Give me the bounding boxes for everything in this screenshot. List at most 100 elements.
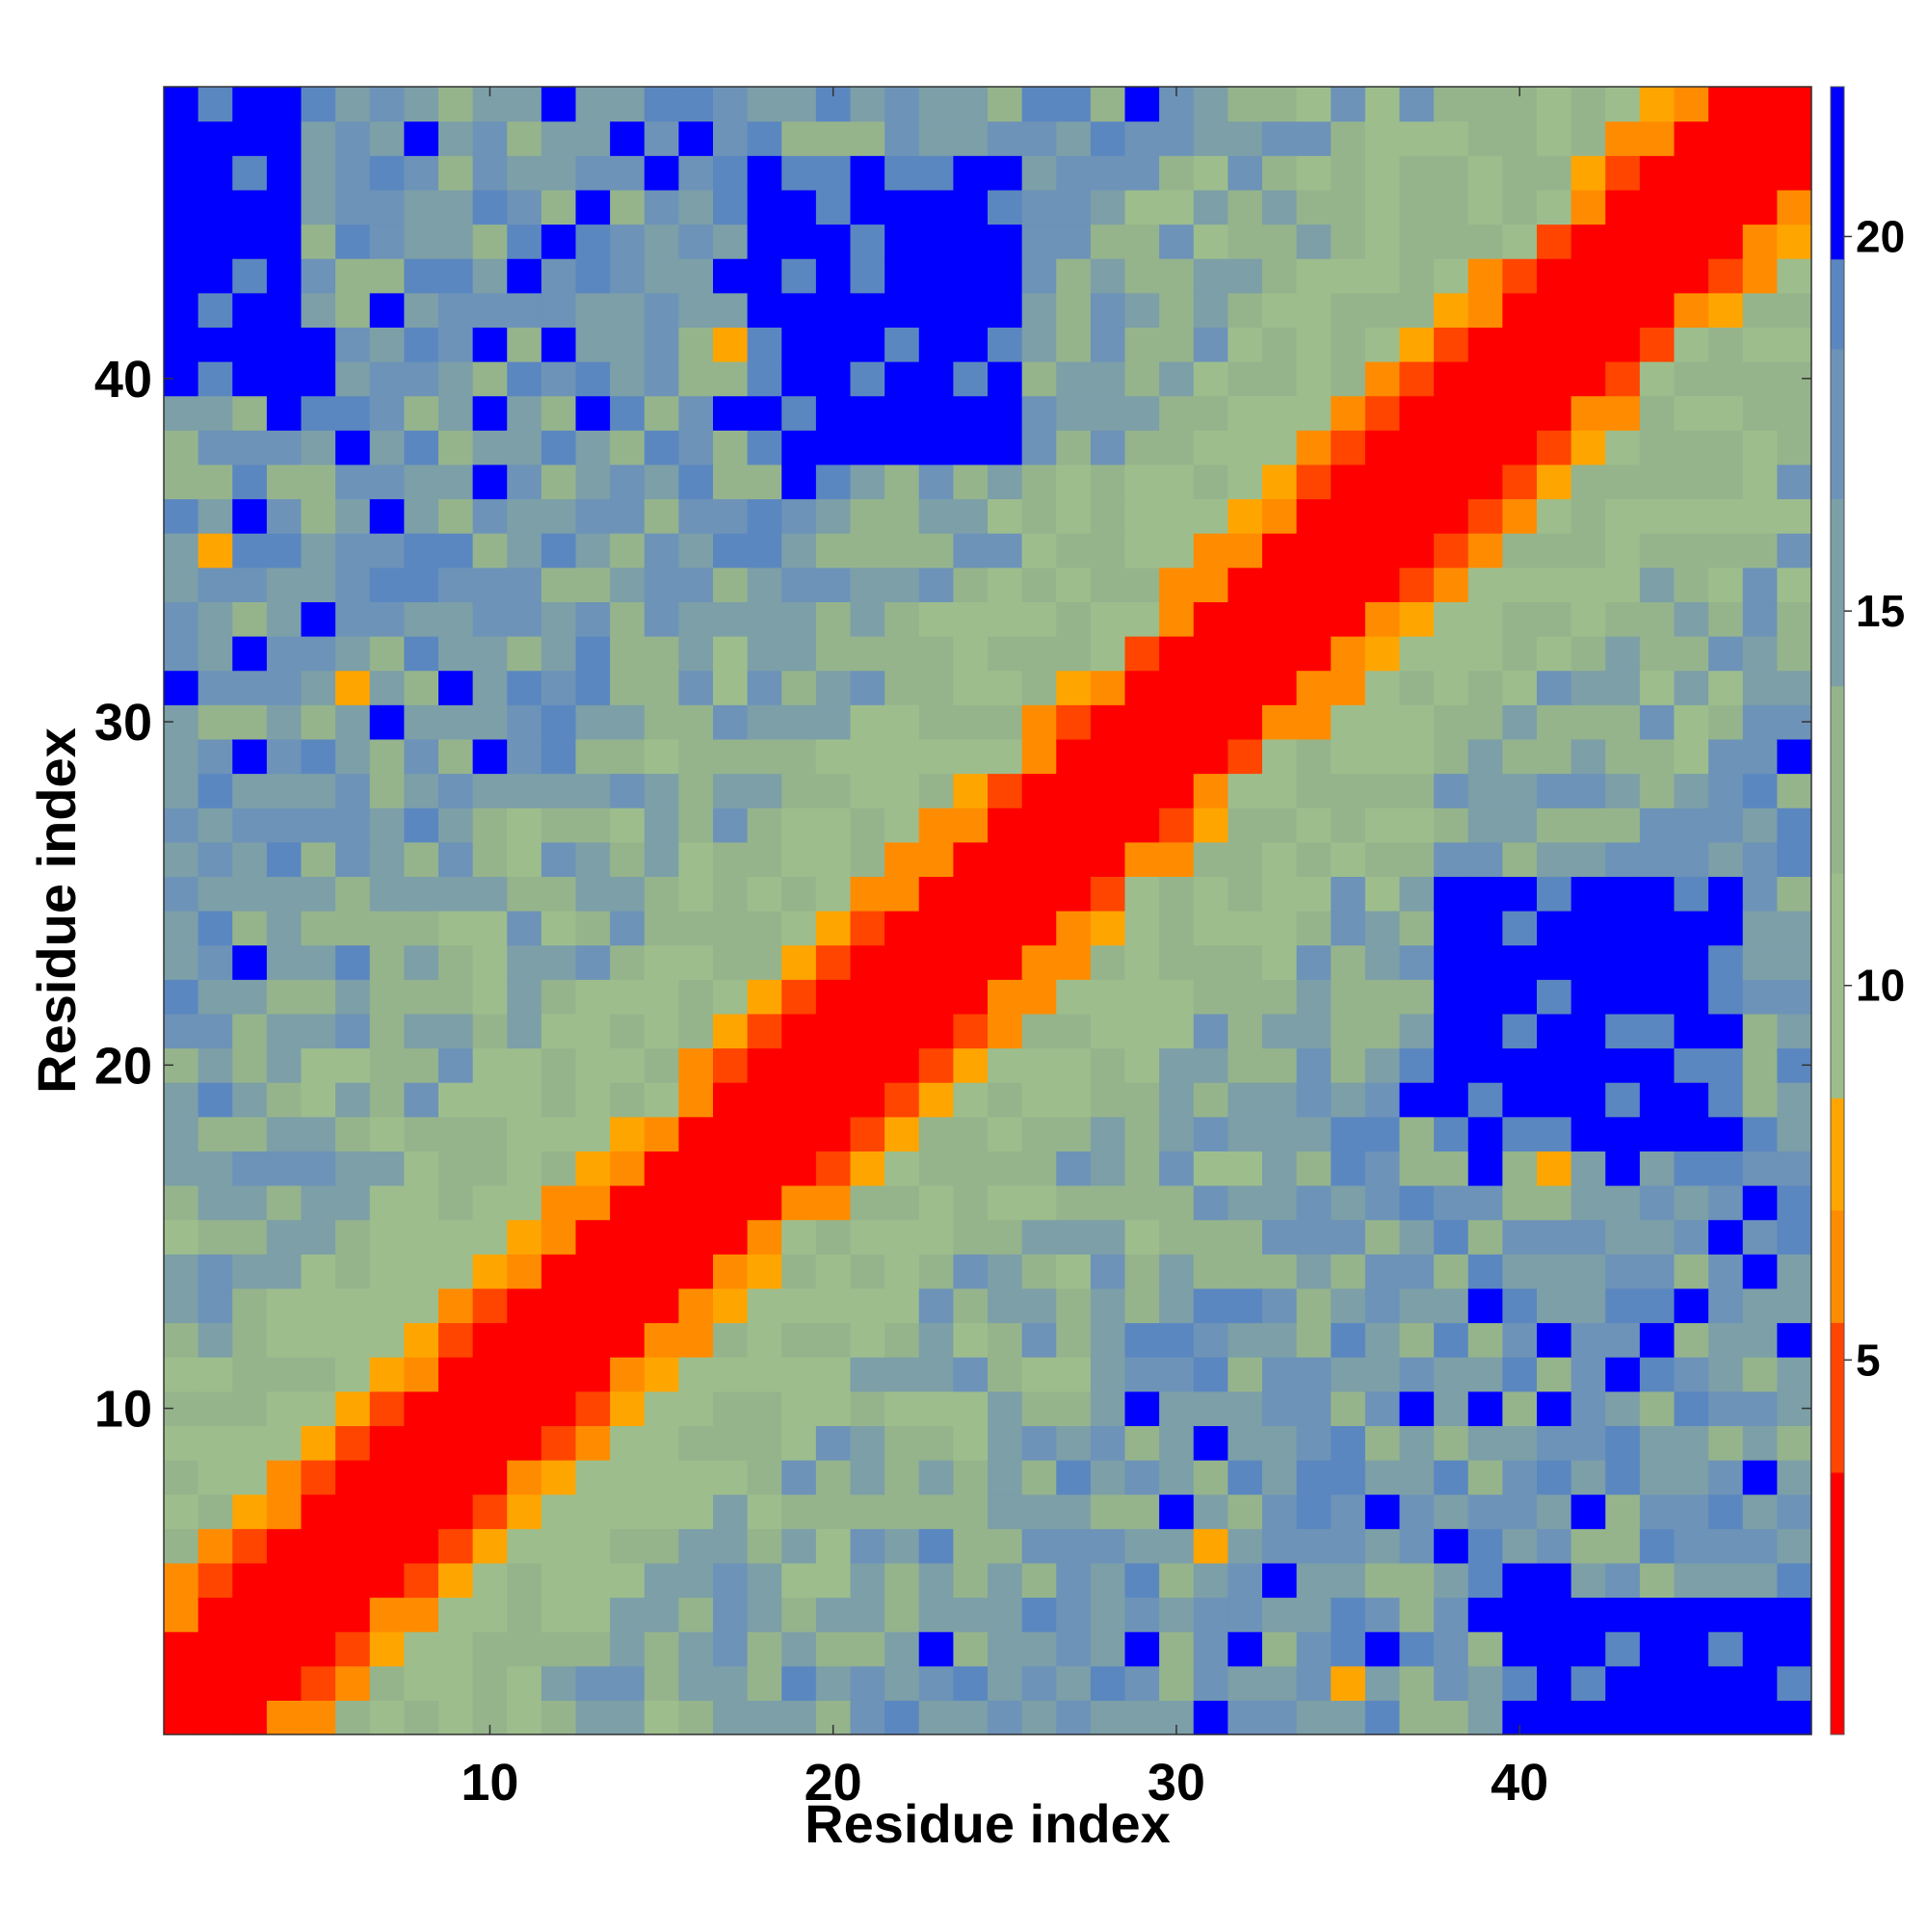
heatmap-cell <box>1227 944 1263 980</box>
heatmap-cell <box>1124 773 1160 808</box>
heatmap-cell <box>438 189 474 225</box>
heatmap-cell <box>369 704 405 740</box>
heatmap-cell <box>1193 1700 1228 1735</box>
heatmap-cell <box>198 189 233 225</box>
heatmap-cell <box>1502 395 1538 431</box>
heatmap-cell <box>884 189 920 225</box>
heatmap-cell <box>1571 1357 1606 1392</box>
heatmap-cell <box>1434 1185 1469 1221</box>
heatmap-cell <box>644 327 679 362</box>
heatmap-cell <box>747 1254 782 1289</box>
heatmap-cell <box>884 704 920 740</box>
heatmap-cell <box>232 911 268 946</box>
heatmap-cell <box>610 1700 646 1735</box>
heatmap-cell <box>1056 636 1092 672</box>
heatmap-cell <box>1708 911 1744 946</box>
heatmap-cell <box>266 636 303 672</box>
heatmap-cell <box>1193 224 1228 259</box>
heatmap-cell <box>988 1390 1023 1426</box>
heatmap-cell <box>301 979 336 1015</box>
heatmap-cell <box>884 327 920 362</box>
heatmap-cell <box>678 1185 714 1221</box>
heatmap-cell <box>747 841 782 877</box>
heatmap-cell <box>1777 1254 1812 1289</box>
heatmap-cell <box>541 911 577 946</box>
heatmap-cell <box>1124 1287 1160 1324</box>
heatmap-cell <box>164 1562 199 1599</box>
heatmap-cell <box>1227 704 1263 740</box>
heatmap-cell <box>610 1116 646 1151</box>
heatmap-cell <box>1605 1082 1641 1118</box>
heatmap-cell <box>1193 155 1228 191</box>
heatmap-cell <box>404 120 439 156</box>
heatmap-cell <box>266 944 303 980</box>
heatmap-cell <box>1708 292 1744 328</box>
heatmap-cell <box>1502 807 1538 843</box>
colorbar-band <box>1831 498 1844 687</box>
heatmap-cell <box>1777 1082 1812 1118</box>
heatmap-cell <box>1227 1254 1263 1289</box>
heatmap-cell <box>1159 1151 1195 1186</box>
heatmap-cell <box>988 1287 1023 1324</box>
heatmap-cell <box>1227 738 1263 775</box>
heatmap-cell <box>1399 876 1435 912</box>
heatmap-cell <box>507 636 542 672</box>
heatmap-cell <box>164 773 199 808</box>
heatmap-cell <box>1537 979 1572 1015</box>
heatmap-cell <box>369 1219 405 1255</box>
heatmap-cell <box>1227 498 1263 534</box>
heatmap-cell <box>781 1390 817 1426</box>
heatmap-cell <box>1056 567 1092 602</box>
heatmap-cell <box>1571 87 1606 122</box>
heatmap-cell <box>988 1528 1023 1564</box>
heatmap-cell <box>472 1151 508 1186</box>
y-axis-label: Residue index <box>26 728 87 1094</box>
heatmap-cell <box>781 1116 817 1151</box>
heatmap-cell <box>918 1494 954 1529</box>
heatmap-cell <box>232 841 268 877</box>
heatmap-cell <box>884 1700 920 1735</box>
heatmap-cell <box>198 944 233 980</box>
heatmap-cell <box>1537 876 1572 912</box>
heatmap-cell <box>1571 1425 1606 1461</box>
heatmap-cell <box>815 533 852 569</box>
heatmap-cell <box>1262 1013 1298 1049</box>
heatmap-cell <box>1159 1597 1195 1632</box>
heatmap-cell <box>1467 224 1503 259</box>
heatmap-cell <box>678 1390 714 1426</box>
heatmap-cell <box>1742 567 1778 602</box>
heatmap-cell <box>988 1425 1023 1461</box>
heatmap-cell <box>1296 704 1332 740</box>
heatmap-cell <box>988 1460 1023 1495</box>
heatmap-cell <box>953 155 989 191</box>
heatmap-cell <box>1090 1390 1126 1426</box>
heatmap-cell <box>541 430 577 465</box>
heatmap-cell <box>1090 1013 1126 1049</box>
heatmap-cell <box>644 1013 679 1049</box>
heatmap-cell <box>610 1254 646 1289</box>
heatmap-cell <box>1399 807 1435 843</box>
heatmap-cell <box>1502 1390 1538 1426</box>
heatmap-cell <box>815 1287 852 1324</box>
heatmap-cell <box>918 395 954 431</box>
heatmap-cell <box>404 327 439 362</box>
heatmap-cell <box>404 1460 439 1495</box>
heatmap-cell <box>472 1460 508 1495</box>
heatmap-cell <box>301 1665 336 1701</box>
heatmap-cell <box>610 1287 646 1324</box>
colorbar-band <box>1831 1098 1844 1211</box>
heatmap-cell <box>369 1185 405 1221</box>
heatmap-cell <box>198 1562 233 1599</box>
heatmap-cell <box>472 1219 508 1255</box>
heatmap-cell <box>1124 1151 1160 1186</box>
heatmap-cell <box>1159 1562 1195 1599</box>
heatmap-cell <box>815 1116 852 1151</box>
heatmap-cell <box>369 224 405 259</box>
heatmap-cell <box>610 533 646 569</box>
heatmap-cell <box>1674 1390 1709 1426</box>
heatmap-cell <box>1537 1390 1572 1426</box>
heatmap-cell <box>1434 155 1469 191</box>
heatmap-cell <box>815 773 852 808</box>
heatmap-cell <box>610 773 646 808</box>
